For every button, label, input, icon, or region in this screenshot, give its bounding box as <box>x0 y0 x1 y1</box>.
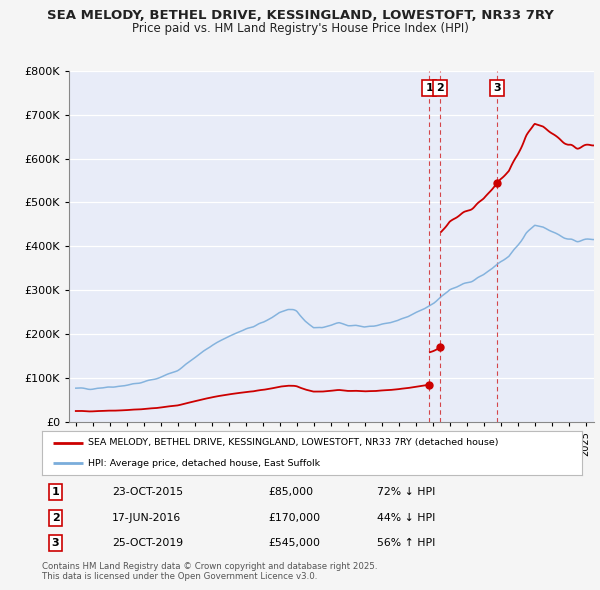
Text: 56% ↑ HPI: 56% ↑ HPI <box>377 538 435 548</box>
Text: 3: 3 <box>52 538 59 548</box>
Text: £85,000: £85,000 <box>269 487 314 497</box>
Text: 17-JUN-2016: 17-JUN-2016 <box>112 513 181 523</box>
Text: £545,000: £545,000 <box>269 538 321 548</box>
Text: Contains HM Land Registry data © Crown copyright and database right 2025.: Contains HM Land Registry data © Crown c… <box>42 562 377 571</box>
Text: 44% ↓ HPI: 44% ↓ HPI <box>377 513 435 523</box>
Text: 23-OCT-2015: 23-OCT-2015 <box>112 487 184 497</box>
Text: 1: 1 <box>52 487 59 497</box>
Text: 3: 3 <box>494 83 501 93</box>
Text: This data is licensed under the Open Government Licence v3.0.: This data is licensed under the Open Gov… <box>42 572 317 581</box>
Text: SEA MELODY, BETHEL DRIVE, KESSINGLAND, LOWESTOFT, NR33 7RY (detached house): SEA MELODY, BETHEL DRIVE, KESSINGLAND, L… <box>88 438 499 447</box>
Text: 1: 1 <box>425 83 433 93</box>
Text: Price paid vs. HM Land Registry's House Price Index (HPI): Price paid vs. HM Land Registry's House … <box>131 22 469 35</box>
Text: 72% ↓ HPI: 72% ↓ HPI <box>377 487 435 497</box>
Text: £170,000: £170,000 <box>269 513 321 523</box>
Text: 25-OCT-2019: 25-OCT-2019 <box>112 538 184 548</box>
Text: 2: 2 <box>437 83 444 93</box>
Text: SEA MELODY, BETHEL DRIVE, KESSINGLAND, LOWESTOFT, NR33 7RY: SEA MELODY, BETHEL DRIVE, KESSINGLAND, L… <box>47 9 553 22</box>
Text: HPI: Average price, detached house, East Suffolk: HPI: Average price, detached house, East… <box>88 458 320 467</box>
Text: 2: 2 <box>52 513 59 523</box>
